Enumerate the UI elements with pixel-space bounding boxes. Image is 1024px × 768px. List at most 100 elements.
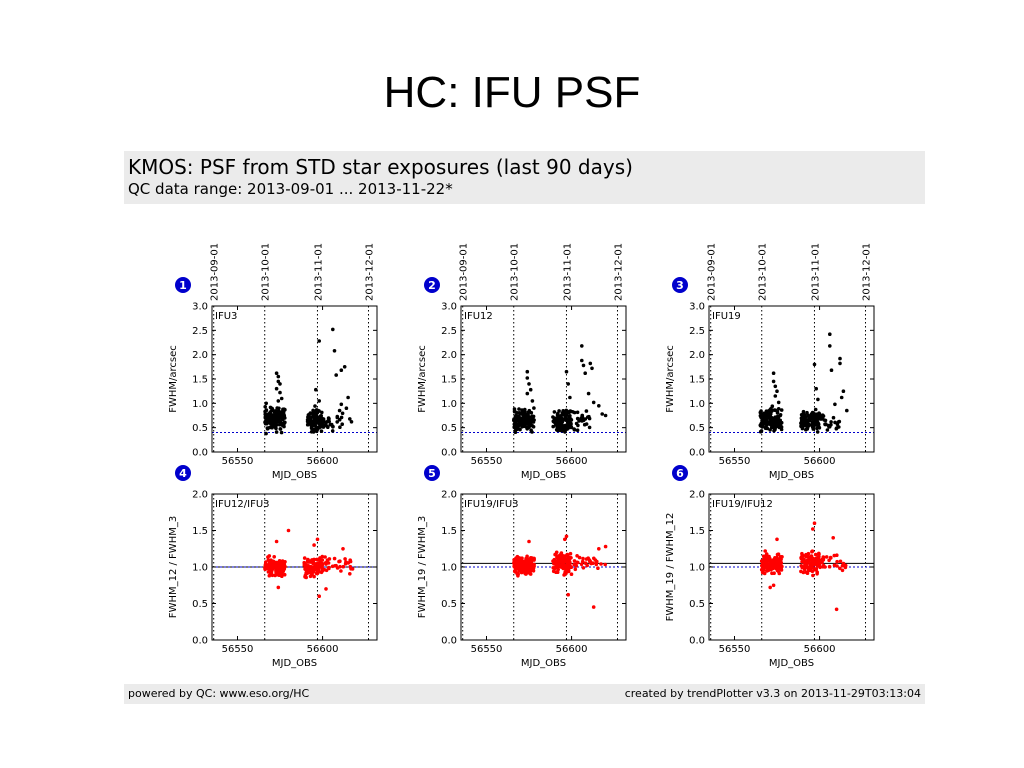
- data-point: [801, 553, 805, 558]
- data-point: [523, 416, 528, 421]
- data-point: [264, 401, 269, 406]
- data-point: [276, 417, 281, 422]
- data-point: [521, 570, 525, 574]
- data-point: [814, 560, 818, 565]
- date-marker-label: 2013-09-01: [707, 243, 718, 301]
- data-point: [265, 426, 270, 430]
- data-point: [350, 567, 355, 571]
- y-tick-label: 1.0: [192, 563, 208, 574]
- data-point: [320, 554, 325, 559]
- data-point: [278, 382, 282, 386]
- report-header: KMOS: PSF from STD star exposures (last …: [124, 151, 925, 204]
- data-point: [770, 571, 774, 576]
- data-point: [282, 572, 287, 577]
- data-point: [560, 411, 565, 415]
- data-point: [281, 411, 286, 415]
- data-point: [317, 594, 322, 598]
- date-marker-label: 2013-11-01: [313, 243, 324, 301]
- x-tick-label: 56550: [719, 456, 751, 467]
- data-point: [600, 412, 604, 416]
- data-point: [580, 344, 584, 348]
- data-point: [579, 562, 584, 567]
- data-point: [311, 420, 316, 425]
- panel-title: IFU19/IFU12: [712, 499, 773, 510]
- data-point: [334, 563, 338, 568]
- data-point: [556, 564, 561, 568]
- data-point: [568, 424, 572, 429]
- data-point: [567, 557, 572, 561]
- data-point: [835, 559, 839, 564]
- data-point: [568, 561, 572, 565]
- data-point: [775, 389, 779, 394]
- data-point: [274, 371, 279, 376]
- data-point: [317, 399, 322, 403]
- data-point: [334, 373, 339, 377]
- data-point: [809, 412, 814, 416]
- data-point: [515, 427, 519, 431]
- data-point: [813, 552, 818, 557]
- data-point: [829, 420, 833, 424]
- data-point: [805, 571, 810, 575]
- plot-frame: [460, 305, 627, 453]
- data-point: [764, 412, 768, 416]
- data-point: [346, 395, 350, 400]
- data-point: [841, 389, 846, 394]
- data-point: [763, 420, 768, 424]
- data-point: [552, 410, 557, 414]
- data-point: [556, 556, 561, 560]
- data-point: [348, 417, 352, 421]
- data-point: [337, 559, 341, 564]
- data-point: [280, 566, 285, 570]
- panel-badge: [424, 277, 440, 293]
- data-point: [832, 553, 837, 558]
- data-point: [758, 429, 763, 434]
- data-point: [264, 408, 269, 412]
- data-point: [565, 553, 569, 557]
- data-point: [760, 418, 764, 422]
- data-point: [603, 562, 607, 567]
- data-point: [580, 413, 585, 418]
- data-point: [311, 408, 315, 413]
- data-point: [523, 561, 528, 566]
- data-point: [337, 408, 342, 413]
- data-point: [566, 592, 570, 597]
- data-point: [278, 560, 282, 565]
- panel-badge: [424, 465, 440, 481]
- data-point: [322, 420, 327, 424]
- y-tick-label: 0.5: [192, 423, 208, 434]
- data-point: [315, 557, 319, 562]
- data-point: [603, 544, 608, 549]
- data-point: [332, 556, 337, 561]
- data-point: [817, 411, 821, 416]
- data-point: [330, 564, 335, 569]
- data-point: [312, 557, 316, 562]
- data-point: [800, 565, 805, 570]
- data-point: [771, 371, 776, 376]
- data-point: [512, 418, 516, 423]
- date-marker-label: 2013-11-01: [562, 243, 573, 301]
- data-point: [527, 424, 532, 429]
- data-point: [512, 409, 517, 414]
- data-point: [572, 562, 576, 567]
- data-point: [276, 564, 280, 569]
- data-point: [274, 412, 279, 417]
- data-point: [327, 557, 332, 561]
- data-point: [525, 376, 530, 380]
- data-point: [569, 421, 573, 426]
- data-point: [579, 417, 583, 422]
- data-point: [777, 571, 782, 576]
- data-point: [309, 566, 313, 570]
- data-point: [318, 421, 323, 426]
- data-point: [779, 557, 783, 562]
- data-point: [267, 573, 272, 578]
- data-point: [769, 408, 774, 412]
- data-point: [286, 528, 291, 533]
- data-point: [822, 418, 826, 422]
- data-point: [561, 566, 565, 571]
- scatter-points: [263, 327, 354, 436]
- data-point: [769, 567, 773, 572]
- data-point: [525, 391, 530, 396]
- data-point: [813, 407, 818, 412]
- y-tick-label: 2.0: [441, 490, 457, 501]
- footer-created-by: created by trendPlotter v3.3 on 2013-11-…: [624, 687, 921, 700]
